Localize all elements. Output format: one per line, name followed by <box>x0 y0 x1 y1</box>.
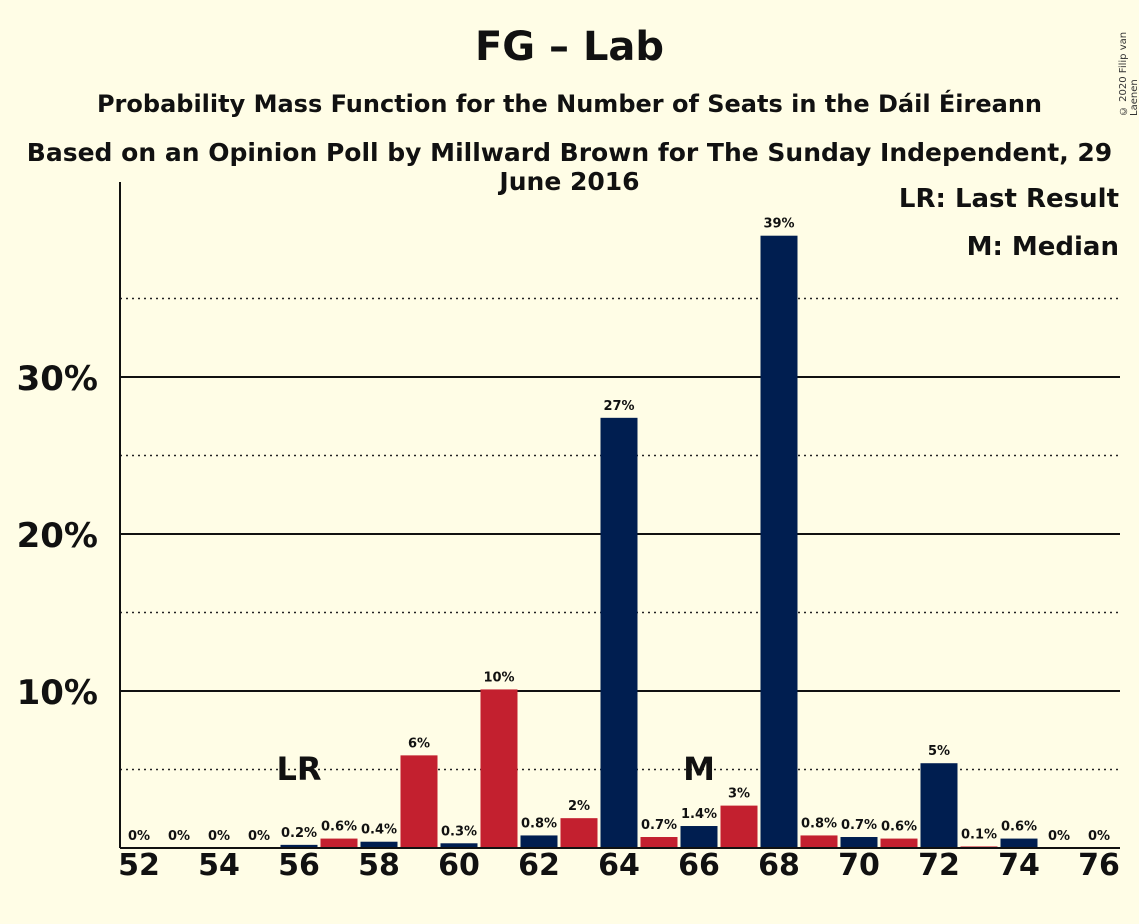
bar-seat-61 <box>480 689 518 848</box>
bar-seat-70 <box>840 837 878 848</box>
legend-median: M: Median <box>966 232 1119 262</box>
data-label: 10% <box>483 670 514 685</box>
bar-seat-69 <box>800 835 838 848</box>
data-label: 0% <box>1048 829 1070 844</box>
data-label: 39% <box>763 217 794 232</box>
bar-seat-74 <box>1000 838 1038 848</box>
data-label: 0.7% <box>841 818 877 833</box>
x-tick-label: 72 <box>918 848 960 883</box>
x-tick-label: 68 <box>758 848 800 883</box>
y-tick-label: 10% <box>17 673 98 713</box>
chart-subtitle: Probability Mass Function for the Number… <box>96 90 1043 118</box>
x-tick-label: 64 <box>598 848 640 883</box>
bar-seat-72 <box>920 763 958 848</box>
bar-seat-64 <box>600 417 638 848</box>
data-label: 5% <box>928 744 950 759</box>
data-label: 27% <box>603 399 634 414</box>
data-label: 0% <box>248 829 270 844</box>
data-label: 2% <box>568 799 590 814</box>
bar-seat-58 <box>360 841 398 848</box>
bar-seat-71 <box>880 838 918 848</box>
chart-source: Based on an Opinion Poll by Millward Bro… <box>26 138 1113 196</box>
data-label: 0.7% <box>641 818 677 833</box>
x-tick-label: 52 <box>118 848 160 883</box>
chart-title: FG – Lab <box>474 24 665 70</box>
x-tick-label: 56 <box>278 848 320 883</box>
x-tick-label: 58 <box>358 848 400 883</box>
data-label: 0.3% <box>441 824 477 839</box>
data-label: 0.6% <box>881 820 917 835</box>
bar-seat-60 <box>440 843 478 848</box>
data-label: 0% <box>208 829 230 844</box>
bar-seat-56 <box>280 844 318 848</box>
data-label: 0% <box>1088 829 1110 844</box>
data-label: 0.6% <box>1001 820 1037 835</box>
x-tick-label: 60 <box>438 848 480 883</box>
legend-last-result: LR: Last Result <box>898 184 1119 214</box>
bar-seat-59 <box>400 755 438 848</box>
data-label: 0.8% <box>801 816 837 831</box>
bar-seat-62 <box>520 835 558 848</box>
bar-seat-66 <box>680 826 718 848</box>
data-label: 6% <box>408 736 430 751</box>
data-label: 0% <box>168 829 190 844</box>
x-tick-label: 76 <box>1078 848 1120 883</box>
bar-seat-57 <box>320 838 358 848</box>
data-label: 0% <box>128 829 150 844</box>
data-label: 1.4% <box>681 807 717 822</box>
x-tick-label: 62 <box>518 848 560 883</box>
bar-seat-63 <box>560 818 598 848</box>
data-label: 0.2% <box>281 826 317 841</box>
data-label: 0.4% <box>361 823 397 838</box>
marker-lr: LR <box>276 750 321 788</box>
bar-seat-65 <box>640 837 678 848</box>
x-tick-label: 74 <box>998 848 1040 883</box>
bar-seat-68 <box>760 235 798 848</box>
x-tick-label: 66 <box>678 848 720 883</box>
data-label: 0.8% <box>521 816 557 831</box>
y-tick-label: 20% <box>17 516 98 556</box>
y-tick-label: 30% <box>17 359 98 399</box>
data-label: 3% <box>728 787 750 802</box>
marker-m: M <box>683 750 715 788</box>
data-label: 0.1% <box>961 827 997 842</box>
bar-seat-67 <box>720 805 758 848</box>
data-label: 0.6% <box>321 820 357 835</box>
x-tick-label: 70 <box>838 848 880 883</box>
x-tick-label: 54 <box>198 848 240 883</box>
